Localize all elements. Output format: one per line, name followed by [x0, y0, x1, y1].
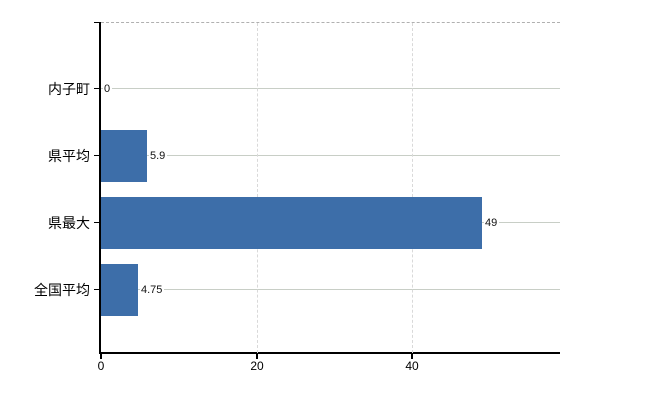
gridline-horizontal — [101, 155, 560, 156]
category-label: 内子町 — [48, 81, 90, 97]
x-tick-label: 20 — [250, 359, 264, 373]
y-axis-line — [99, 22, 101, 353]
y-tick — [94, 289, 101, 290]
y-tick — [94, 222, 101, 223]
value-label: 0 — [103, 82, 113, 96]
x-tick — [256, 354, 258, 359]
y-tick — [94, 88, 101, 89]
category-label: 県最大 — [48, 215, 90, 231]
value-label: 5.9 — [149, 149, 168, 163]
gridline-horizontal — [101, 289, 560, 290]
value-label: 49 — [484, 216, 500, 230]
x-tick — [411, 354, 413, 359]
x-tick — [100, 354, 102, 359]
x-tick-label: 40 — [405, 359, 419, 373]
y-tick — [94, 22, 101, 23]
bar — [101, 264, 138, 316]
plot-top-border — [101, 22, 560, 23]
y-tick — [94, 155, 101, 156]
x-tick-label: 0 — [97, 359, 105, 373]
category-label: 県平均 — [48, 148, 90, 164]
category-label: 全国平均 — [34, 282, 90, 298]
gridline-vertical — [257, 23, 258, 353]
value-label: 4.75 — [140, 283, 165, 297]
bar — [101, 197, 482, 249]
gridline-vertical — [412, 23, 413, 353]
gridline-horizontal — [101, 88, 560, 89]
x-axis-line — [99, 352, 560, 354]
bar — [101, 130, 147, 182]
